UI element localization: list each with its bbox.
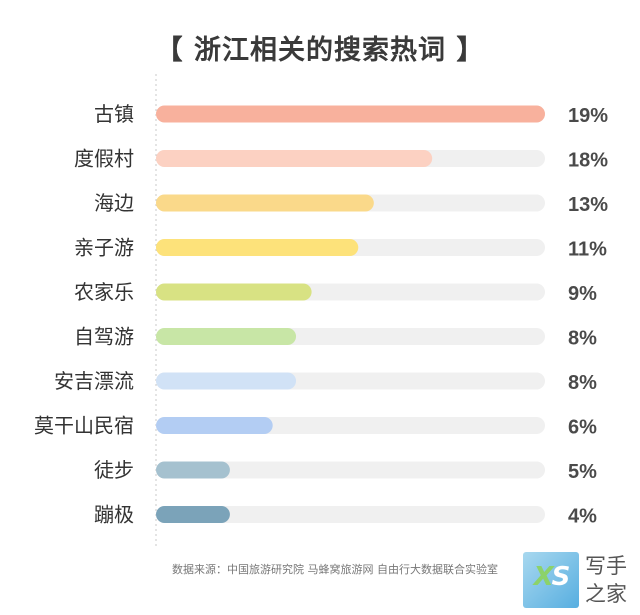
bar-7 xyxy=(156,417,273,434)
category-label-2: 海边 xyxy=(94,191,134,215)
category-label-0: 古镇 xyxy=(94,102,134,126)
watermark-letters: XS xyxy=(525,562,577,592)
value-label-7: 6% xyxy=(568,417,597,439)
category-label-7: 莫干山民宿 xyxy=(34,414,134,438)
chart-title: 【 浙江相关的搜索热词 】 xyxy=(155,35,485,66)
bar-1 xyxy=(156,150,433,167)
bar-track-9 xyxy=(156,506,545,523)
bar-8 xyxy=(156,461,230,479)
category-label-6: 安吉漂流 xyxy=(54,369,134,393)
value-label-4: 9% xyxy=(568,283,597,305)
value-label-9: 4% xyxy=(568,506,597,528)
watermark-line-2: 之家 xyxy=(585,582,627,606)
watermark-line-1: 写手 xyxy=(585,554,627,578)
category-label-8: 徒步 xyxy=(94,458,134,482)
value-label-2: 13% xyxy=(568,194,608,216)
category-label-1: 度假村 xyxy=(74,147,134,171)
category-label-5: 自驾游 xyxy=(74,325,134,349)
category-label-3: 亲子游 xyxy=(74,236,134,260)
value-label-3: 11% xyxy=(568,239,607,261)
value-label-0: 19% xyxy=(568,105,608,127)
bar-track-8 xyxy=(156,461,545,479)
bar-4 xyxy=(156,283,312,301)
category-label-4: 农家乐 xyxy=(74,280,134,304)
bar-9 xyxy=(156,506,230,523)
value-label-6: 8% xyxy=(568,372,597,394)
watermark-letter-s: S xyxy=(551,562,571,592)
watermark-logo: XS 写手 之家 xyxy=(523,552,640,612)
watermark-letter-x: X xyxy=(533,562,554,592)
bar-3 xyxy=(156,239,359,256)
source-note: 数据来源：中国旅游研究院 马蜂窝旅游网 自由行大数据联合实验室 xyxy=(172,563,498,576)
category-label-9: 蹦极 xyxy=(94,503,134,527)
value-label-1: 18% xyxy=(568,150,608,172)
value-label-8: 5% xyxy=(568,461,597,483)
bar-6 xyxy=(156,372,297,390)
bar-5 xyxy=(156,328,297,345)
watermark-badge: XS xyxy=(523,552,579,608)
bar-2 xyxy=(156,194,374,212)
value-label-5: 8% xyxy=(568,328,597,350)
bar-0 xyxy=(156,105,545,123)
